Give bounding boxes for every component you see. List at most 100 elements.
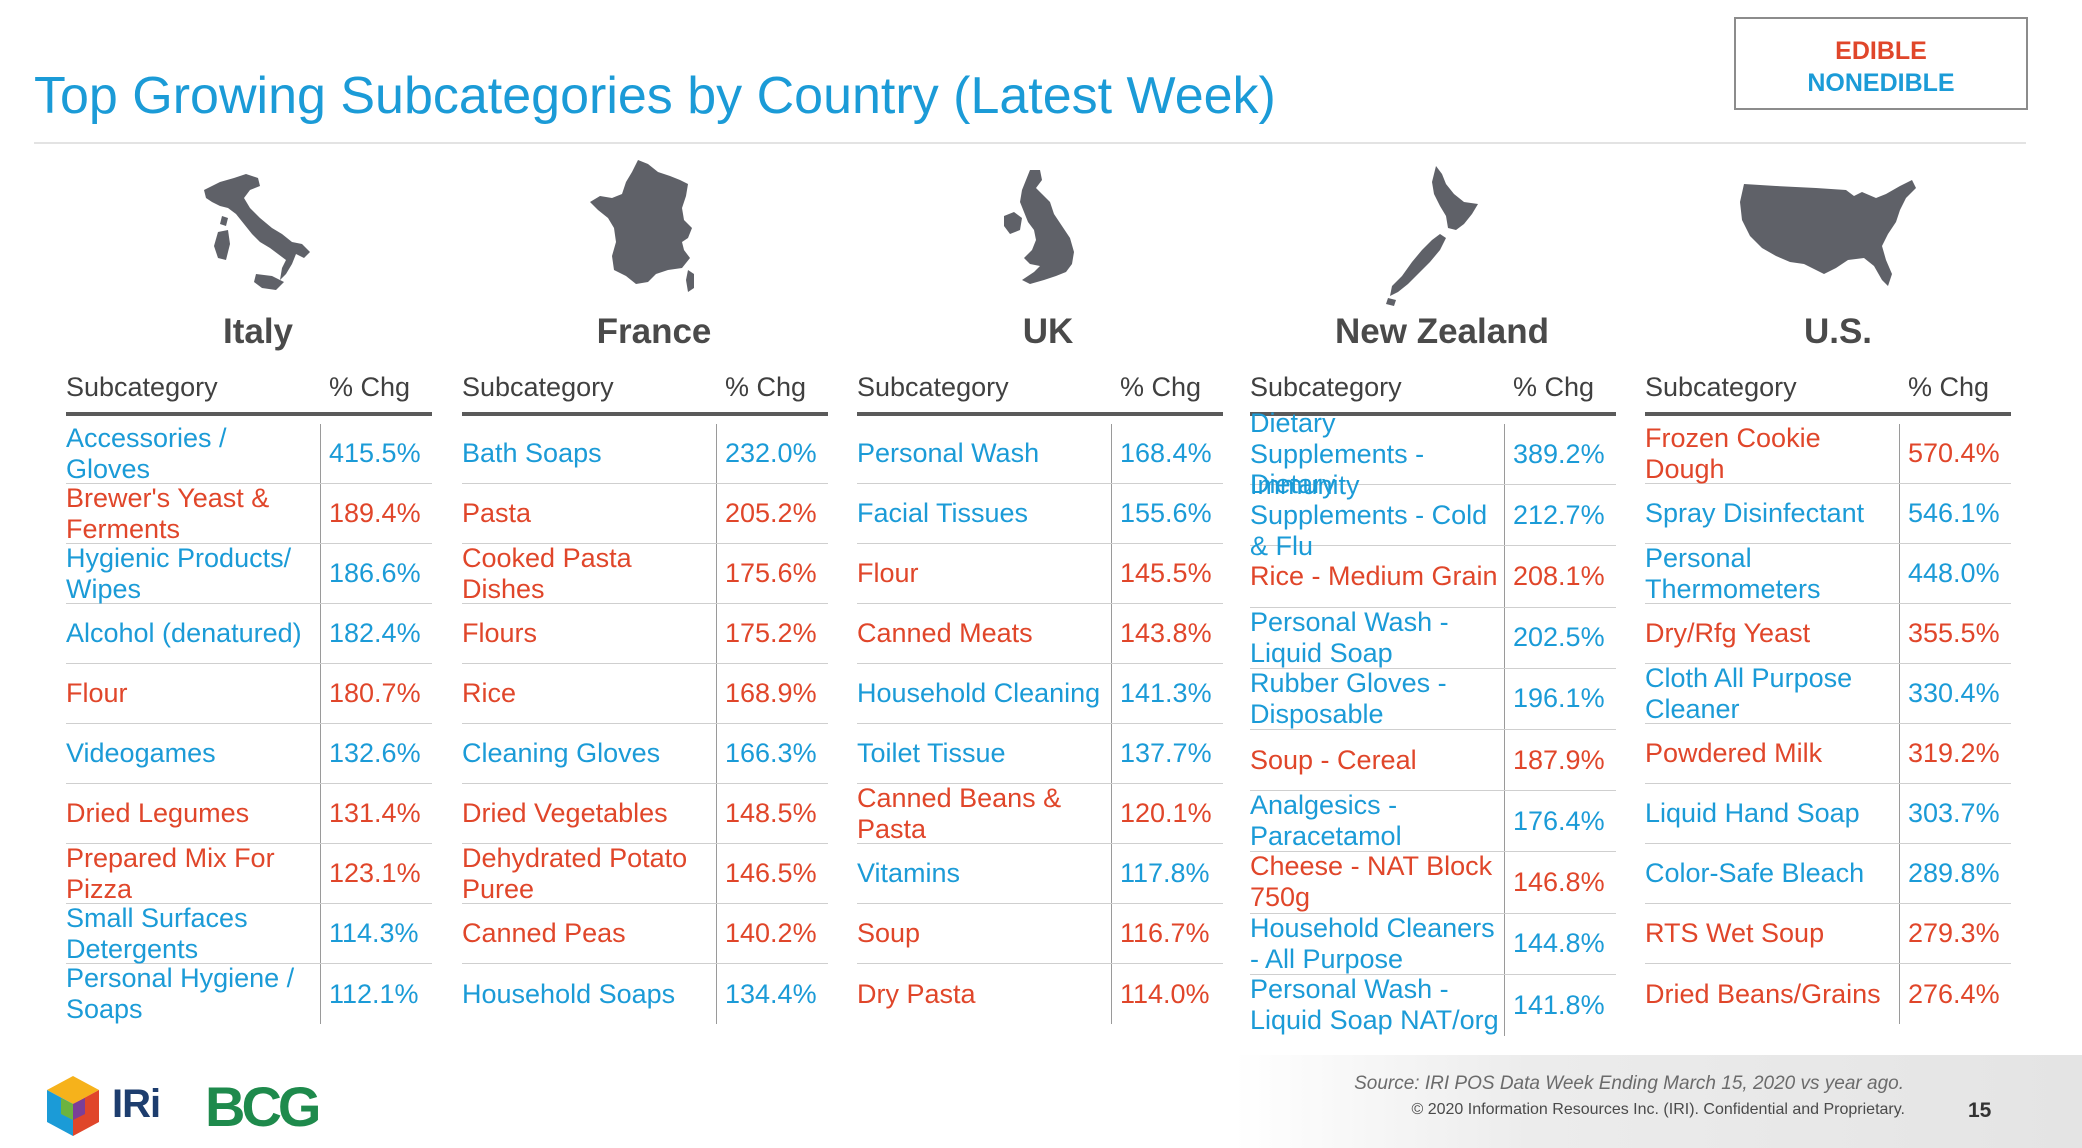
table-row: Accessories / Gloves 415.5% bbox=[66, 422, 432, 484]
footer-bar bbox=[1234, 1055, 2082, 1148]
pct-chg-value: 146.8% bbox=[1504, 852, 1616, 913]
country-name-uk: UK bbox=[1022, 312, 1074, 351]
country-name-italy: Italy bbox=[222, 312, 294, 351]
italy-table: Subcategory % Chg Accessories / Gloves 415.… bbox=[66, 372, 432, 1024]
subcategory-name: Powdered Milk bbox=[1645, 738, 1823, 768]
table-row: Canned Meats 143.8% bbox=[857, 604, 1223, 664]
pct-chg-value: 330.4% bbox=[1899, 664, 2011, 723]
pct-chg-value: 448.0% bbox=[1899, 544, 2011, 603]
table-row: Rubber Gloves - Disposable 196.1% bbox=[1250, 668, 1616, 730]
italy-map-icon bbox=[200, 172, 315, 294]
table-row: Liquid Hand Soap 303.7% bbox=[1645, 784, 2011, 844]
header-subcategory: Subcategory bbox=[1250, 372, 1402, 402]
pct-chg-value: 180.7% bbox=[320, 664, 432, 723]
table-row: Dried Vegetables 148.5% bbox=[462, 784, 828, 844]
subcategory-name: Canned Beans & Pasta bbox=[857, 782, 1062, 844]
uk-table: Subcategory% Chg Personal Wash 168.4% Facia… bbox=[857, 372, 1223, 1024]
table-row: Rice - Medium Grain 208.1% bbox=[1250, 546, 1616, 608]
new-zealand-map-icon bbox=[1384, 164, 1484, 308]
pct-chg-value: 114.0% bbox=[1111, 964, 1223, 1024]
subcategory-name: Pasta bbox=[462, 498, 532, 528]
pct-chg-value: 389.2% bbox=[1504, 424, 1616, 485]
pct-chg-value: 116.7% bbox=[1111, 904, 1223, 963]
pct-chg-value: 143.8% bbox=[1111, 604, 1223, 663]
table-row: Analgesics - Paracetamol 176.4% bbox=[1250, 790, 1616, 853]
subcategory-name: Videogames bbox=[66, 738, 216, 768]
pct-chg-value: 208.1% bbox=[1504, 546, 1616, 607]
pct-chg-value: 131.4% bbox=[320, 784, 432, 843]
subcategory-name: Personal Hygiene / Soaps bbox=[66, 963, 295, 1024]
table-row: Videogames 132.6% bbox=[66, 724, 432, 784]
table-row: Cleaning Gloves 166.3% bbox=[462, 724, 828, 784]
color-legend: EDIBLE NONEDIBLE bbox=[1734, 17, 2028, 110]
subcategory-name: Soup bbox=[857, 918, 921, 948]
subcategory-name: Cooked Pasta Dishes bbox=[462, 542, 632, 604]
table-row: Dietary Supplements - Cold & Flu 212.7% bbox=[1250, 469, 1616, 561]
pct-chg-value: 205.2% bbox=[716, 484, 828, 543]
header-pct-chg: % Chg bbox=[1907, 372, 1989, 402]
pct-chg-value: 175.6% bbox=[716, 544, 828, 603]
subcategory-name: Personal Wash bbox=[857, 438, 1040, 468]
table-row: Facial Tissues 155.6% bbox=[857, 484, 1223, 544]
subcategory-name: Personal Thermometers bbox=[1645, 542, 1821, 604]
subcategory-name: RTS Wet Soup bbox=[1645, 918, 1825, 948]
subcategory-name: Alcohol (denatured) bbox=[66, 618, 302, 648]
subcategory-name: Color-Safe Bleach bbox=[1645, 858, 1865, 888]
pct-chg-value: 415.5% bbox=[320, 424, 432, 483]
header-pct-chg: % Chg bbox=[1512, 372, 1594, 402]
pct-chg-value: 175.2% bbox=[716, 604, 828, 663]
subcategory-name: Household Soaps bbox=[462, 978, 676, 1009]
subcategory-name: Household Cleaning bbox=[857, 678, 1101, 708]
pct-chg-value: 145.5% bbox=[1111, 544, 1223, 603]
page-number: 15 bbox=[1968, 1099, 1992, 1122]
table-row: Prepared Mix For Pizza 123.1% bbox=[66, 843, 432, 904]
pct-chg-value: 189.4% bbox=[320, 484, 432, 543]
subcategory-name: Cloth All Purpose Cleaner bbox=[1645, 662, 1853, 724]
table-row: Flour 145.5% bbox=[857, 544, 1223, 604]
table-header: Subcategory % Chg bbox=[1250, 372, 1616, 416]
subcategory-name: Small Surfaces Detergents bbox=[66, 902, 248, 964]
subcategory-name: Frozen Cookie Dough bbox=[1645, 422, 1821, 484]
table-row: Dehydrated Potato Puree 146.5% bbox=[462, 843, 828, 904]
table-row: Hygienic Products/ Wipes 186.6% bbox=[66, 543, 432, 604]
header-subcategory: Subcategory bbox=[1645, 372, 1797, 402]
country-name-new-zealand: New Zealand bbox=[1335, 312, 1549, 351]
us-map-icon bbox=[1736, 176, 1918, 296]
table-row: Dried Beans/Grains 276.4% bbox=[1645, 964, 2011, 1024]
table-row: Canned Peas 140.2% bbox=[462, 904, 828, 964]
table-row: Household Soaps 134.4% bbox=[462, 964, 828, 1024]
subcategory-name: Accessories / Gloves bbox=[66, 422, 227, 484]
subcategory-name: Facial Tissues bbox=[857, 498, 1029, 528]
new-zealand-table: Subcategory% Chg Dietary Supplements - Im… bbox=[1250, 372, 1616, 1036]
pct-chg-value: 196.1% bbox=[1504, 668, 1616, 729]
subcategory-name: Flours bbox=[462, 618, 538, 648]
table-header: Subcategory % Chg bbox=[66, 372, 432, 416]
table-row: RTS Wet Soup 279.3% bbox=[1645, 904, 2011, 964]
table-row: Household Cleaning 141.3% bbox=[857, 664, 1223, 724]
pct-chg-value: 176.4% bbox=[1504, 791, 1616, 852]
subcategory-name: Flour bbox=[66, 678, 128, 708]
subcategory-name: Dried Vegetables bbox=[462, 798, 668, 828]
subcategory-name: Rice - Medium Grain bbox=[1250, 560, 1498, 591]
header-subcategory: Subcategory bbox=[857, 372, 1009, 402]
subcategory-name: Dried Legumes bbox=[66, 798, 250, 828]
iri-logo-text: IRi bbox=[112, 1082, 161, 1126]
pct-chg-value: 137.7% bbox=[1111, 724, 1223, 783]
header-subcategory: Subcategory bbox=[462, 372, 614, 402]
subcategory-name: Liquid Hand Soap bbox=[1645, 798, 1860, 828]
table-row: Frozen Cookie Dough 570.4% bbox=[1645, 422, 2011, 484]
pct-chg-value: 279.3% bbox=[1899, 904, 2011, 963]
table-row: Alcohol (denatured) 182.4% bbox=[66, 604, 432, 664]
pct-chg-value: 276.4% bbox=[1899, 964, 2011, 1024]
subcategory-name: Bath Soaps bbox=[462, 438, 602, 468]
pct-chg-value: 146.5% bbox=[716, 844, 828, 903]
subcategory-name: Canned Meats bbox=[857, 618, 1033, 648]
us-table: Subcategory % Chg Frozen Cookie Dough 570.4… bbox=[1645, 372, 2011, 1024]
table-row: Personal Thermometers 448.0% bbox=[1645, 542, 2011, 604]
table-header: Subcategory % Chg bbox=[857, 372, 1223, 416]
subcategory-name: Canned Peas bbox=[462, 918, 626, 948]
table-row: Bath Soaps 232.0% bbox=[462, 424, 828, 484]
pct-chg-value: 546.1% bbox=[1899, 484, 2011, 543]
table-row: Personal Wash - Liquid Soap NAT/org 141.8… bbox=[1250, 974, 1616, 1036]
table-row: Spray Disinfectant 546.1% bbox=[1645, 484, 2011, 544]
